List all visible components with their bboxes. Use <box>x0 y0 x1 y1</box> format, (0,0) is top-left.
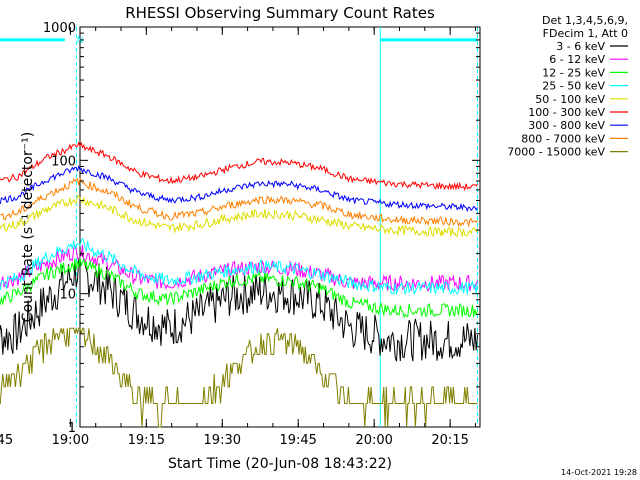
x-tick-label: 20:15 <box>431 433 468 448</box>
x-tick-label: 20:00 <box>355 433 392 448</box>
x-tick-label: 18:45 <box>0 433 13 448</box>
legend-entry-label: 12 - 25 keV <box>542 66 605 79</box>
y-tick-label: 1 <box>68 421 76 436</box>
legend-entry-label: 100 - 300 keV <box>528 106 605 119</box>
y-tick-label: 100 <box>51 154 76 169</box>
x-axis-label: Start Time (20-Jun-08 18:43:22) <box>168 456 392 472</box>
series-layer <box>0 141 478 428</box>
legend-header: Det 1,3,4,5,6,9, <box>542 14 628 27</box>
x-tick-label: 19:30 <box>204 433 241 448</box>
y-axis-label: Count Rate (s⁻¹ detector⁻¹) <box>20 132 36 322</box>
x-tick-label: 19:00 <box>52 433 89 448</box>
chart-title: RHESSI Observing Summary Count Rates <box>125 4 435 22</box>
y-tick-label: 10 <box>59 288 76 303</box>
y-tick-label: 1000 <box>43 21 76 36</box>
legend-entry-label: 300 - 800 keV <box>528 119 605 132</box>
series-line-8 <box>0 327 478 428</box>
legend-entry-label: 25 - 50 keV <box>542 80 605 93</box>
legend-entry-label: 6 - 12 keV <box>549 53 605 66</box>
series-line-1 <box>0 244 478 293</box>
generation-timestamp: 14-Oct-2021 19:28 <box>561 468 637 477</box>
legend-entry-label: 3 - 6 keV <box>556 40 605 53</box>
legend-entry-label: 50 - 100 keV <box>535 93 605 106</box>
x-tick-label: 19:15 <box>128 433 165 448</box>
legend-header: FDecim 1, Att 0 <box>543 27 628 40</box>
annotation-layer: N <box>0 27 478 427</box>
legend: Det 1,3,4,5,6,9,FDecim 1, Att 03 - 6 keV… <box>507 14 628 159</box>
series-line-6 <box>0 165 478 213</box>
plot-frame <box>79 26 481 428</box>
legend-entry-label: 800 - 7000 keV <box>521 132 605 145</box>
series-line-7 <box>0 177 478 228</box>
series-line-3 <box>0 237 478 296</box>
series-line-2 <box>0 257 478 319</box>
axes-layer: 18:45 19:00 19:15 19:30 19:45 20:00 20:15 1 10 10… <box>0 21 480 448</box>
series-line-0 <box>0 251 478 362</box>
x-tick-label: 19:45 <box>279 433 316 448</box>
night-marker-label: N <box>77 36 84 46</box>
legend-entry-label: 7000 - 15000 keV <box>507 146 605 159</box>
series-line-5 <box>0 141 478 192</box>
series-line-4 <box>0 194 478 238</box>
